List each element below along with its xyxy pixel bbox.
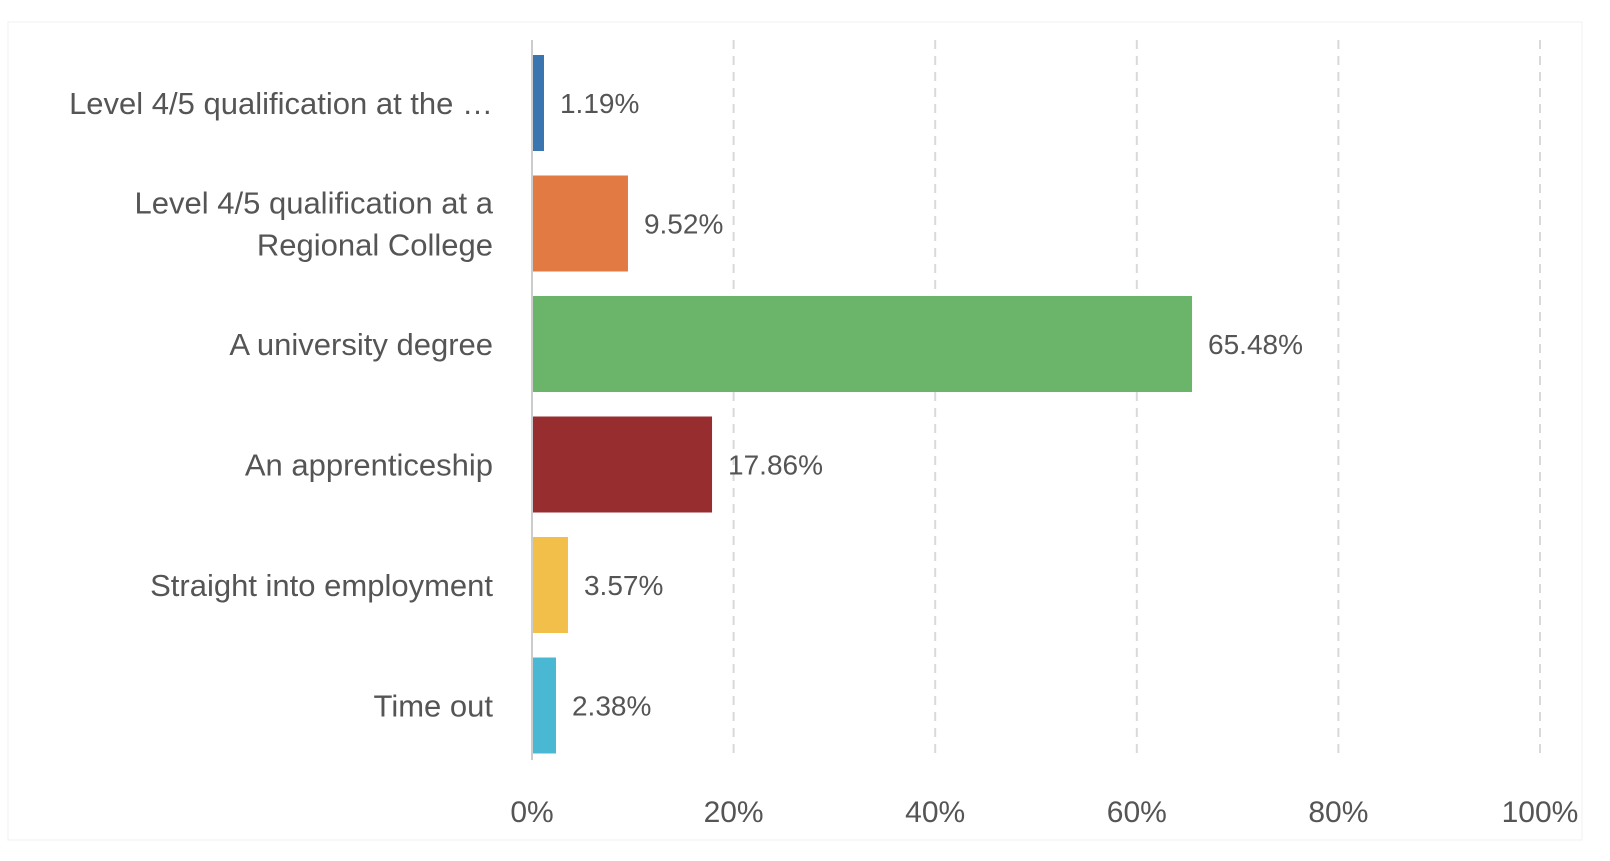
category-label: Straight into employment	[150, 568, 493, 603]
bar	[532, 657, 556, 754]
x-tick-label: 60%	[1107, 796, 1167, 829]
x-tick-label: 0%	[510, 796, 553, 829]
x-tick-label: 40%	[905, 796, 965, 829]
bar	[532, 416, 713, 513]
category-label: An apprenticeship	[245, 448, 493, 483]
plot-background	[7, 21, 1583, 841]
bar	[532, 296, 1193, 392]
bar	[532, 55, 544, 151]
value-labels: 1.19% 9.52% 65.48% 17.86% 3.57% 2.38%	[560, 88, 1303, 722]
category-labels: Level 4/5 qualification at the … Level 4/…	[69, 86, 494, 724]
x-tick-label: 80%	[1308, 796, 1368, 829]
category-label: Level 4/5 qualification at a	[135, 186, 494, 221]
data-label: 3.57%	[584, 570, 663, 601]
category-label: A university degree	[229, 327, 493, 362]
bars	[532, 55, 1193, 754]
bar	[532, 175, 628, 272]
x-tick-label: 20%	[704, 796, 764, 829]
category-label: Time out	[374, 689, 494, 724]
data-label: 9.52%	[644, 209, 723, 240]
category-label: Regional College	[257, 228, 493, 263]
category-label: Level 4/5 qualification at the …	[69, 86, 493, 121]
data-label: 65.48%	[1208, 329, 1303, 360]
bar	[532, 537, 568, 633]
x-axis-ticks: 0% 20% 40% 60% 80% 100%	[510, 796, 1578, 829]
data-label: 2.38%	[572, 691, 651, 722]
x-tick-label: 100%	[1502, 796, 1579, 829]
data-label: 17.86%	[728, 450, 823, 481]
gridlines	[732, 40, 1541, 760]
data-label: 1.19%	[560, 88, 639, 119]
